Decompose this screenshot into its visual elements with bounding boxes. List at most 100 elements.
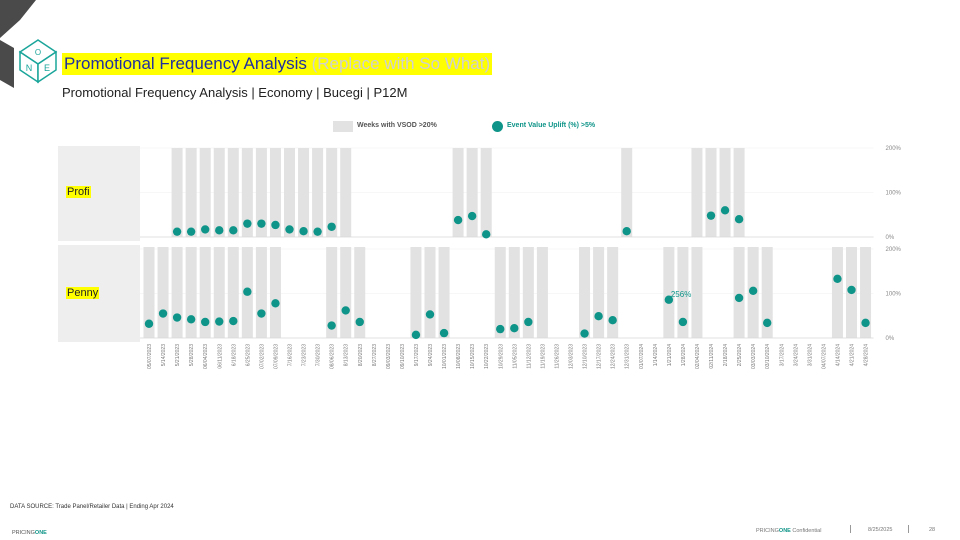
uplift-point [201, 225, 210, 234]
vsod-week-bar [354, 247, 366, 338]
x-tick-label: 05/07/2023 [147, 344, 153, 369]
uplift-point [861, 318, 870, 328]
uplift-point [748, 286, 758, 296]
x-tick-label: 1/21/2024 [667, 344, 673, 366]
page-number: 28 [929, 527, 936, 533]
x-tick-label: 9/24/2023 [428, 344, 434, 366]
vsod-week-bar [719, 148, 731, 237]
x-tick-label: 03/03/2024 [751, 344, 757, 369]
vsod-week-bar [255, 148, 267, 237]
x-tick-label: 8/27/2023 [372, 344, 378, 366]
x-tick-label: 5/14/2023 [161, 344, 167, 366]
x-tick-label: 6/18/2023 [231, 344, 237, 366]
vsod-week-bar [227, 247, 239, 338]
x-tick-label: 08/06/2023 [330, 344, 336, 369]
y-tick-label: 200% [886, 247, 902, 253]
vsod-week-bar [284, 148, 295, 237]
uplift-point [734, 293, 744, 303]
vsod-week-bar [621, 148, 633, 237]
vsod-week-bar [227, 148, 239, 237]
uplift-point [313, 227, 322, 236]
uplift-point [158, 309, 168, 318]
data-source-note: DATA SOURCE: Trade Panel/Retailer Data |… [10, 504, 174, 510]
x-tick-label: 02/04/2024 [695, 344, 701, 369]
title-text: Promotional Frequency Analysis [64, 54, 307, 73]
legend-bar-swatch [333, 121, 353, 132]
x-tick-label: 2/25/2024 [737, 344, 743, 366]
x-tick-label: 09/10/2023 [400, 344, 406, 369]
uplift-point [467, 211, 477, 221]
uplift-point [271, 220, 280, 230]
uplift-point [720, 206, 730, 215]
uplift-point [594, 311, 603, 321]
uplift-point [622, 227, 631, 236]
uplift-point [833, 274, 842, 284]
page-title: Promotional Frequency Analysis (Replace … [62, 53, 493, 75]
vsod-week-bar [860, 247, 872, 338]
uplift-point [299, 227, 308, 236]
uplift-point [271, 299, 280, 308]
vsod-week-bar [269, 247, 281, 338]
vsod-week-bar [213, 148, 225, 237]
footer-separator [850, 525, 851, 533]
x-tick-label: 06/04/2023 [203, 344, 209, 369]
uplift-point [229, 226, 238, 235]
x-tick-label: 07/09/2023 [273, 344, 279, 369]
logo-letter-e: E [44, 63, 50, 73]
uplift-point [285, 225, 294, 234]
uplift-point [144, 319, 154, 328]
vsod-week-bar [438, 247, 450, 338]
x-tick-label: 12/17/2023 [597, 344, 603, 369]
vsod-week-bar [340, 247, 352, 338]
uplift-point [847, 285, 856, 295]
uplift-point [186, 315, 196, 324]
row-label-penny: Penny [66, 287, 100, 299]
uplift-point [524, 317, 533, 327]
vsod-week-bar [522, 247, 534, 338]
uplift-point [341, 306, 350, 315]
y-tick-label: 100% [886, 292, 902, 298]
vsod-week-bar [607, 247, 619, 338]
x-tick-label: 12/03/2023 [569, 344, 575, 369]
footer-conf-suffix: Confidential [792, 528, 822, 534]
x-tick-label: 12/24/2023 [611, 344, 617, 369]
vsod-week-bar [733, 148, 745, 237]
vsod-week-bar [536, 247, 548, 338]
legend-dot-swatch [492, 121, 503, 132]
x-tick-label: 5/28/2023 [189, 344, 195, 366]
uplift-point [172, 227, 182, 236]
vsod-week-bar [312, 148, 324, 237]
title-placeholder: (Replace with So What) [311, 54, 491, 73]
vsod-week-bar [255, 247, 267, 338]
x-tick-label: 12/10/2023 [583, 344, 589, 369]
vsod-week-bar [480, 148, 492, 237]
x-tick-label: 4/28/2024 [864, 344, 870, 366]
uplift-point [186, 227, 196, 236]
vsod-week-bar [326, 247, 338, 338]
vsod-week-bar [326, 148, 338, 237]
uplift-point [664, 295, 674, 304]
x-tick-label: 09/03/2023 [386, 344, 392, 369]
vsod-week-bar [143, 247, 155, 338]
vsod-week-bar [298, 148, 310, 237]
vsod-week-bar [733, 247, 745, 338]
logo-letter-n: N [26, 63, 33, 73]
footer-date: 8/25/2025 [868, 527, 893, 533]
y-tick-label: 100% [886, 191, 902, 197]
vsod-week-bar [269, 148, 281, 237]
vsod-week-bar [761, 247, 773, 338]
pricingone-cube-logo: O N E [0, 0, 58, 88]
vsod-week-bar [663, 247, 675, 338]
footer-brand: PRICINGONE [12, 530, 47, 536]
row-label-box-penny: Penny [58, 245, 140, 342]
uplift-point [215, 317, 224, 326]
uplift-point [243, 219, 252, 228]
x-tick-label: 12/31/2023 [625, 344, 631, 369]
vsod-week-bar [691, 148, 703, 237]
x-tick-label: 8/20/2023 [358, 344, 364, 366]
logo-letter-o: O [35, 48, 41, 57]
x-tick-label: 8/13/2023 [344, 344, 350, 366]
vsod-week-bar [466, 148, 478, 237]
uplift-point [257, 309, 266, 318]
